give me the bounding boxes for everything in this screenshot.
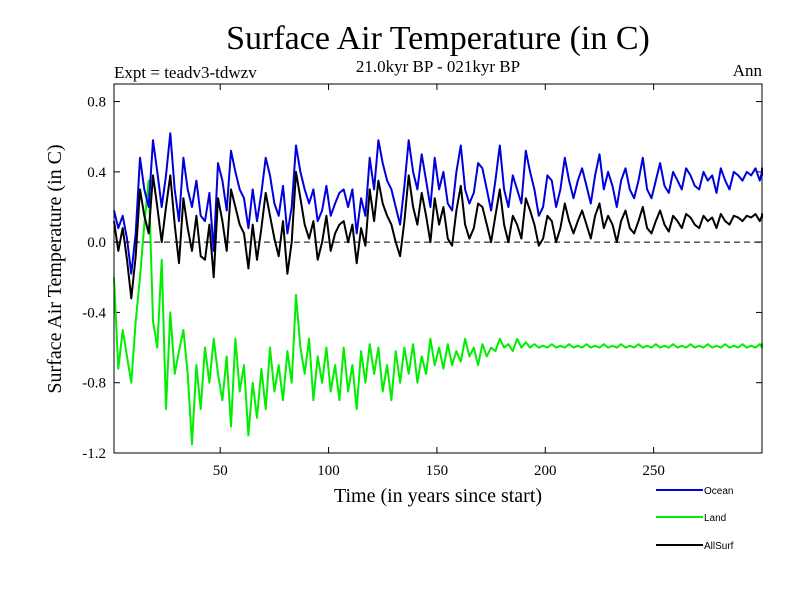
legend-label-land: Land: [704, 513, 726, 524]
period-label: Ann: [733, 61, 763, 80]
chart-subtitle: 21.0kyr BP - 021kyr BP: [356, 57, 520, 76]
y-axis-label: Surface Air Temperature (in C): [44, 144, 66, 393]
y-tick-label: 0.0: [87, 235, 106, 251]
legend-entry-ocean: Ocean: [656, 486, 733, 497]
experiment-label: Expt = teadv3-tdwzv: [114, 63, 257, 82]
x-tick-label: 150: [426, 463, 449, 479]
y-tick-label: -0.8: [82, 376, 106, 392]
series-line-land: [113, 179, 763, 446]
chart-title: Surface Air Temperature (in C): [226, 20, 650, 57]
x-tick-label: 200: [534, 463, 557, 479]
x-tick-label: 100: [317, 463, 340, 479]
x-axis-label: Time (in years since start): [334, 485, 542, 507]
legend-entry-allsurf: AllSurf: [656, 541, 734, 552]
legend-entry-land: Land: [656, 513, 726, 524]
series-line-ocean: [113, 132, 763, 275]
x-tick-label: 50: [213, 463, 228, 479]
y-tick-label: 0.4: [87, 165, 106, 181]
legend: Ocean Land AllSurf: [656, 486, 734, 552]
y-tick-label: -1.2: [82, 446, 106, 462]
legend-label-ocean: Ocean: [704, 486, 733, 497]
series-line-allsurf: [113, 170, 763, 300]
y-tick-label: -0.4: [82, 305, 106, 321]
x-tick-label: 250: [642, 463, 665, 479]
y-tick-label: 0.8: [87, 95, 106, 111]
data-series: [113, 132, 763, 446]
plot-frame: [113, 83, 763, 454]
axis-ticks: 50 100 150 200 250 -1.2 -0.8 -0.4 0.0 0.4 0.8: [82, 84, 762, 479]
legend-label-allsurf: AllSurf: [704, 541, 734, 552]
